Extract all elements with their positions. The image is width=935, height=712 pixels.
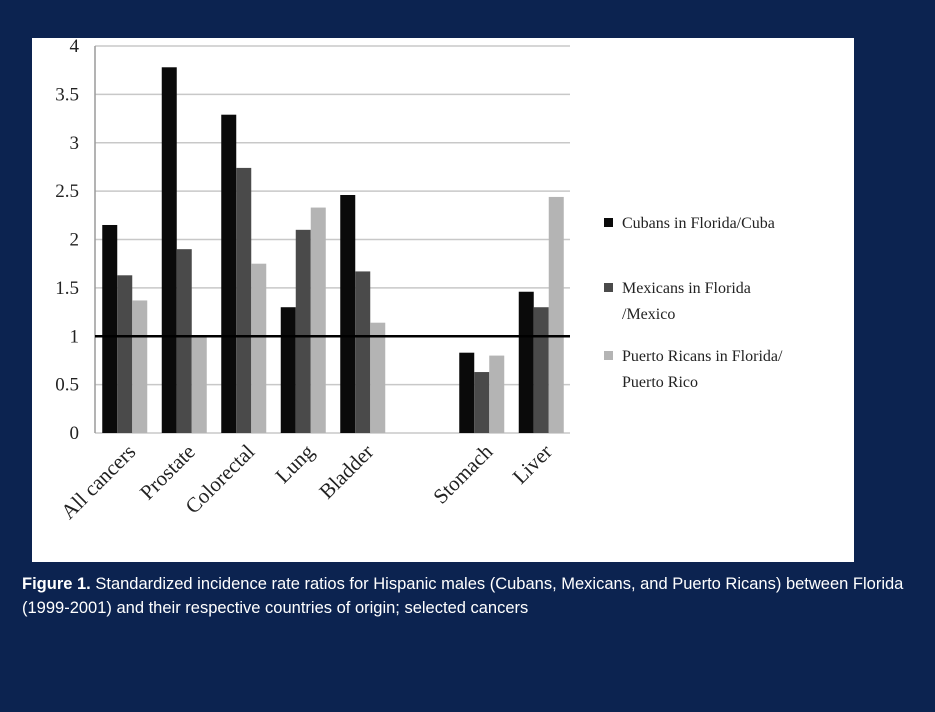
y-tick-label: 2 <box>70 230 80 251</box>
bar-lung-series-2 <box>295 229 311 433</box>
bar-liver-series-1 <box>518 291 534 433</box>
caption-text: Standardized incidence rate ratios for H… <box>22 575 904 617</box>
bar-chart: 00.511.522.533.54 All cancersProstateCol… <box>55 38 783 524</box>
bar-all-cancers-series-3 <box>132 300 148 433</box>
bar-liver-series-2 <box>533 307 549 433</box>
y-tick-label: 4 <box>70 38 80 57</box>
y-tick-label: 1 <box>70 326 80 347</box>
category-label: All cancers <box>56 440 140 524</box>
caption-label: Figure 1. <box>22 575 91 593</box>
legend-label: Puerto Rico <box>622 374 698 391</box>
bar-stomach-series-2 <box>474 372 490 433</box>
y-tick-label: 0.5 <box>55 375 79 396</box>
y-tick-label: 1.5 <box>55 278 79 299</box>
y-tick-label: 3 <box>70 133 80 154</box>
legend-label: Mexicans in Florida <box>622 280 751 297</box>
bar-prostate-series-3 <box>191 336 207 433</box>
bar-lung-series-3 <box>310 207 326 433</box>
category-label: Liver <box>508 440 557 489</box>
bar-liver-series-3 <box>548 196 564 433</box>
bar-prostate-series-2 <box>176 249 192 433</box>
category-label: Lung <box>270 439 319 488</box>
y-tick-label: 0 <box>70 423 80 444</box>
legend-swatch <box>604 283 613 292</box>
bar-colorectal-series-2 <box>236 167 252 433</box>
legend-label: Puerto Ricans in Florida/ <box>622 348 783 365</box>
legend-swatch <box>604 218 613 227</box>
y-tick-label: 2.5 <box>55 181 79 202</box>
bar-all-cancers-series-1 <box>102 224 118 433</box>
legend-label: /Mexico <box>622 306 675 323</box>
bar-colorectal-series-1 <box>221 114 237 433</box>
category-label: Bladder <box>314 440 378 504</box>
bar-lung-series-1 <box>280 307 296 433</box>
bar-bladder-series-1 <box>340 194 356 433</box>
category-label: Stomach <box>428 439 497 508</box>
bar-prostate-series-1 <box>161 67 177 433</box>
y-tick-label: 3.5 <box>55 84 79 105</box>
bar-all-cancers-series-2 <box>117 275 133 433</box>
bar-stomach-series-3 <box>489 355 505 433</box>
bar-bladder-series-3 <box>370 322 386 433</box>
bar-bladder-series-2 <box>355 271 371 433</box>
legend-label: Cubans in Florida/Cuba <box>622 215 775 232</box>
chart-panel: 0 0.5 1 1.5 2 2.5 3 3.5 4 All cancers Prostate Col… <box>32 38 854 562</box>
legend-swatch <box>604 351 613 360</box>
figure-caption: Figure 1. Standardized incidence rate ra… <box>22 572 912 620</box>
bar-stomach-series-1 <box>459 352 475 433</box>
bar-colorectal-series-3 <box>251 263 267 433</box>
